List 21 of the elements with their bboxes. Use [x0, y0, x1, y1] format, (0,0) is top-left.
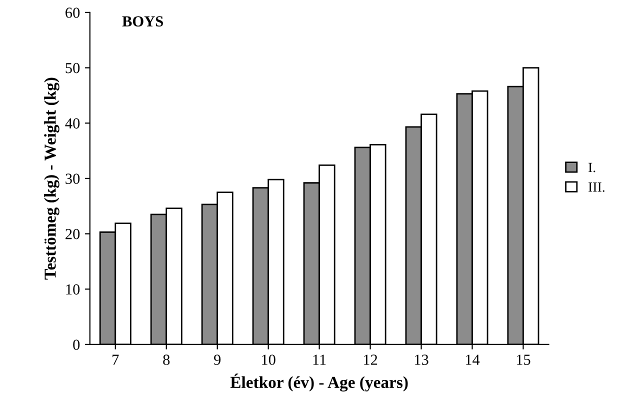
legend-label: I. — [588, 162, 596, 172]
x-tick-label: 10 — [262, 354, 276, 365]
x-axis-title: Életkor (év) - Age (years) — [230, 374, 408, 392]
x-tick-label: 8 — [163, 354, 170, 365]
legend-label: III. — [588, 182, 604, 192]
y-tick-label: 60 — [66, 8, 80, 18]
y-tick-label: 50 — [66, 62, 80, 74]
x-tick-label: 9 — [214, 354, 221, 365]
y-tick-label: 40 — [65, 118, 80, 129]
x-tick-label: 13 — [414, 354, 428, 365]
x-tick-label: 12 — [364, 354, 378, 365]
x-tick-label: 11 — [313, 354, 326, 365]
y-tick-label: 20 — [66, 228, 80, 240]
chart-title: BOYS — [122, 16, 163, 27]
y-axis-title: Testtömeg (kg) - Weight (kg) — [44, 78, 60, 280]
y-tick-label: 0 — [73, 340, 80, 350]
x-tick-label: 15 — [516, 354, 530, 365]
y-tick-label: 30 — [66, 174, 80, 184]
x-tick-label: 14 — [466, 354, 480, 365]
y-tick-label: 10 — [66, 284, 80, 295]
x-tick-label: 7 — [112, 354, 119, 365]
